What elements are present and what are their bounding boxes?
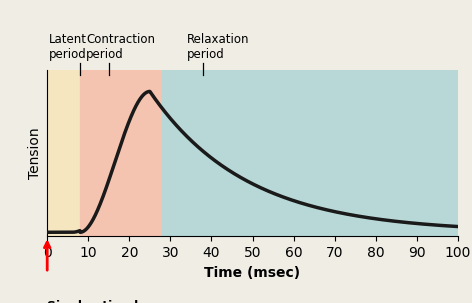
Text: Contraction
period: Contraction period [86, 33, 155, 61]
Text: Single stimulus: Single stimulus [47, 300, 155, 303]
Bar [162, 70, 458, 236]
Text: Relaxation
period: Relaxation period [187, 33, 249, 61]
Text: Latent
period: Latent period [49, 33, 87, 61]
Bar [47, 70, 80, 236]
X-axis label: Time (msec): Time (msec) [204, 266, 301, 280]
Bar [80, 70, 162, 236]
Y-axis label: Tension: Tension [28, 127, 42, 179]
